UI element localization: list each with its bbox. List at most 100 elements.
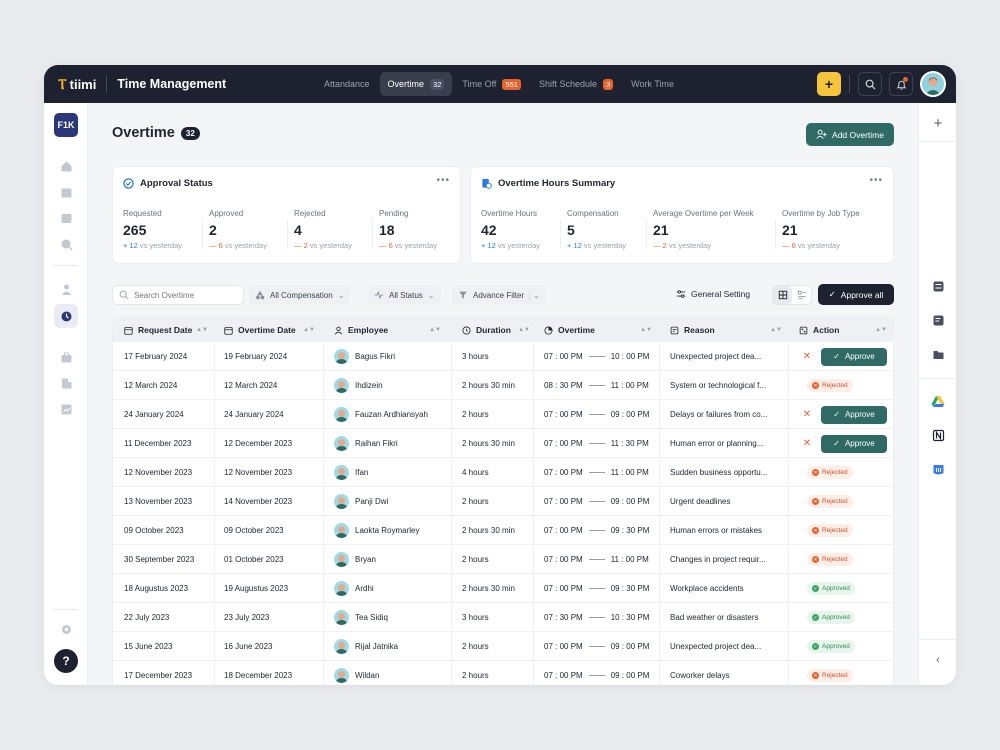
column-duration[interactable]: Duration ▲▼ [462, 318, 536, 342]
column-request-date[interactable]: Request Date ▲▼ [124, 318, 214, 342]
checklist-icon[interactable] [930, 278, 946, 294]
more-options-icon[interactable]: ••• [869, 175, 883, 186]
settings-gear-icon[interactable] [58, 621, 74, 637]
time-management-icon[interactable] [54, 304, 78, 328]
sort-icon[interactable]: ▲▼ [518, 327, 530, 333]
sort-icon[interactable]: ▲▼ [875, 327, 887, 333]
nav-tabs: Attandance Overtime 32 Time Off 551 Shift … [316, 72, 684, 96]
overtime-date-cell: 19 Augustus 2023 [224, 584, 289, 593]
reject-icon[interactable]: ✕ [802, 409, 812, 420]
table-row[interactable]: 17 February 2024 19 February 2024 Bagus Fi… [113, 342, 893, 371]
sort-icon[interactable]: ▲▼ [196, 327, 208, 333]
tab-work-time[interactable]: Work Time [623, 72, 682, 96]
tab-label: Overtime [387, 79, 425, 89]
folder-icon[interactable] [930, 346, 946, 362]
approve-button[interactable]: ✓ Approve [821, 405, 887, 424]
table-row[interactable]: 09 October 2023 09 October 2023 Laokta Roy… [113, 516, 893, 545]
sort-icon[interactable]: ▲▼ [770, 327, 782, 333]
quick-add-button[interactable]: + [817, 72, 841, 96]
approve-all-button[interactable]: ✓ Approve all [818, 284, 894, 305]
tab-overtime[interactable]: Overtime 32 [379, 72, 453, 96]
overtime-range-cell: 07 : 00 PM 10 : 00 PM [544, 342, 658, 371]
approve-button[interactable]: ✓ Approve [821, 434, 887, 453]
card-title-text: Approval Status [140, 178, 213, 189]
employee-avatar [334, 378, 349, 393]
table-row[interactable]: 30 September 2023 01 October 2023 Bryan 2 h… [113, 545, 893, 574]
column-overtime[interactable]: Overtime ▲▼ [544, 318, 658, 342]
employee-name: Ifan [355, 468, 369, 477]
sort-icon[interactable]: ▲▼ [303, 327, 315, 333]
help-button[interactable]: ? [54, 649, 78, 673]
sort-icon[interactable]: ▲▼ [429, 327, 441, 333]
table-row[interactable]: 13 November 2023 14 November 2023 Panji Dw… [113, 487, 893, 516]
range-dash [588, 501, 605, 502]
search-people-icon[interactable] [58, 236, 74, 252]
column-label: Duration [476, 325, 511, 335]
column-action[interactable]: Action ▲▼ [799, 318, 893, 342]
tab-attandance[interactable]: Attandance [316, 72, 378, 96]
notifications-button[interactable] [889, 72, 913, 96]
user-avatar[interactable] [920, 71, 946, 97]
table-row[interactable]: 15 June 2023 16 June 2023 Rijal Jatnika 2 h… [113, 632, 893, 661]
home-icon[interactable] [58, 158, 74, 174]
general-setting-button[interactable]: General Setting [676, 289, 750, 299]
approve-button[interactable]: ✓ Approve [821, 347, 887, 366]
column-overtime-date[interactable]: Overtime Date ▲▼ [224, 318, 321, 342]
table-row[interactable]: 22 July 2023 23 July 2023 Tea Sidiq 3 hours… [113, 603, 893, 632]
google-drive-icon[interactable] [930, 393, 946, 409]
overtime-date-cell: 12 December 2023 [224, 439, 293, 448]
request-date-cell: 24 January 2024 [124, 410, 184, 419]
delta-value: 12 [487, 241, 496, 250]
calendar-icon[interactable] [58, 184, 74, 200]
dropbox-icon[interactable] [930, 461, 946, 477]
grid-view-icon[interactable] [773, 286, 792, 304]
search-button[interactable] [858, 72, 882, 96]
report-icon[interactable] [58, 401, 74, 417]
workspace-logo[interactable]: F1K [54, 113, 78, 137]
search-overtime-input[interactable] [134, 290, 239, 300]
building-icon[interactable] [58, 375, 74, 391]
check-icon: ✓ [833, 439, 840, 448]
stat-label: Rejected [294, 209, 326, 218]
stat-divider [775, 219, 776, 249]
column-employee[interactable]: Employee ▲▼ [334, 318, 447, 342]
reject-icon[interactable]: ✕ [802, 351, 812, 362]
table-row[interactable]: 12 November 2023 12 November 2023 Ifan 4 ho… [113, 458, 893, 487]
tab-time-off[interactable]: Time Off 551 [454, 72, 529, 96]
left-sidebar: F1K ? [44, 103, 88, 685]
overtime-range-cell: 07 : 00 PM 09 : 30 PM [544, 516, 658, 545]
rejected-status-icon: ✕ [812, 556, 819, 563]
check-icon: ✓ [833, 410, 840, 419]
collapse-chevron-icon[interactable]: ‹ [936, 654, 940, 666]
more-options-icon[interactable]: ••• [436, 175, 450, 186]
notion-icon[interactable] [930, 427, 946, 443]
employee-avatar [334, 639, 349, 654]
status-filter[interactable]: All Status ⌄ [368, 285, 441, 305]
overtime-start: 07 : 00 PM [544, 468, 583, 477]
stat-delta: + 12 vs yesterday [123, 241, 183, 250]
notes-icon[interactable] [930, 312, 946, 328]
add-overtime-button[interactable]: Add Overtime [806, 123, 894, 146]
table-row[interactable]: 18 Augustus 2023 19 Augustus 2023 Ardhi 2 h… [113, 574, 893, 603]
table-row[interactable]: 12 March 2024 12 March 2024 Ihdizein 2 hour… [113, 371, 893, 400]
app-logo[interactable]: Ⲧ tiimi [58, 76, 96, 93]
employee-cell: Rijal Jatnika [334, 632, 450, 661]
advance-filter[interactable]: Advance Filter ⌄ [452, 285, 546, 305]
list-view-icon[interactable] [792, 286, 811, 304]
employee-avatar [334, 436, 349, 451]
compensation-filter[interactable]: All Compensation ⌄ [249, 285, 351, 305]
table-row[interactable]: 24 January 2024 24 January 2024 Fauzan Ard… [113, 400, 893, 429]
sort-icon[interactable]: ▲▼ [640, 327, 652, 333]
reject-icon[interactable]: ✕ [802, 438, 812, 449]
approval-icon [123, 178, 134, 189]
plus-icon[interactable]: + [933, 114, 943, 132]
table-row[interactable]: 17 December 2023 18 December 2023 Wildan 2 … [113, 661, 893, 685]
tab-shift-schedule[interactable]: Shift Schedule 3 [531, 72, 621, 96]
employee-avatar [334, 552, 349, 567]
inbox-icon[interactable] [58, 210, 74, 226]
action-cell: ✕ Rejected [799, 545, 893, 574]
user-icon[interactable] [58, 281, 74, 297]
briefcase-icon[interactable] [58, 349, 74, 365]
column-reason[interactable]: Reason ▲▼ [670, 318, 788, 342]
table-row[interactable]: 11 December 2023 12 December 2023 Raihan F… [113, 429, 893, 458]
